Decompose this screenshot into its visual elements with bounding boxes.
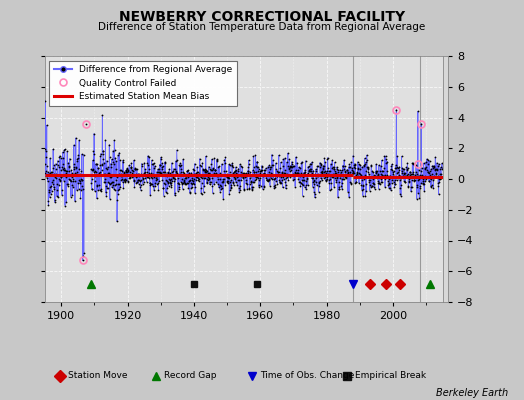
- Text: Empirical Break: Empirical Break: [355, 372, 427, 380]
- Text: Difference of Station Temperature Data from Regional Average: Difference of Station Temperature Data f…: [99, 22, 425, 32]
- Text: Berkeley Earth: Berkeley Earth: [436, 388, 508, 398]
- Text: NEWBERRY CORRECTIONAL FACILITY: NEWBERRY CORRECTIONAL FACILITY: [119, 10, 405, 24]
- Legend: Difference from Regional Average, Quality Control Failed, Estimated Station Mean: Difference from Regional Average, Qualit…: [49, 60, 237, 106]
- Text: Record Gap: Record Gap: [164, 372, 216, 380]
- Text: Station Move: Station Move: [69, 372, 128, 380]
- Text: Time of Obs. Change: Time of Obs. Change: [259, 372, 354, 380]
